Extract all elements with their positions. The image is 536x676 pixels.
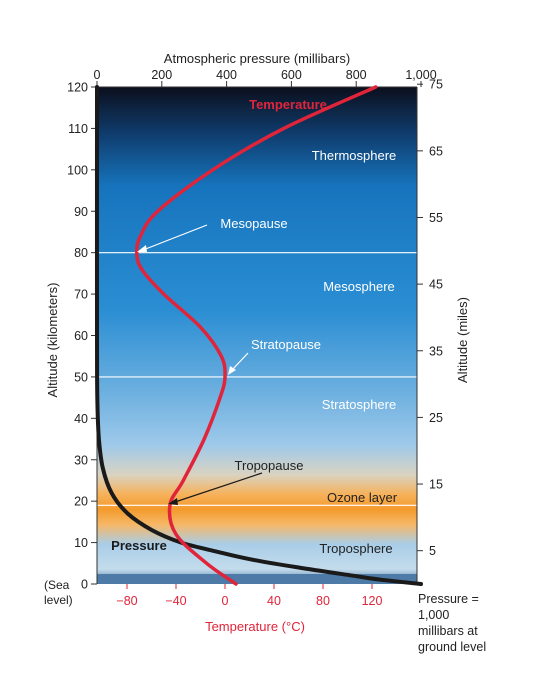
top-axis-tick-label: 0 — [94, 68, 101, 82]
top-axis-tick-label: 800 — [346, 68, 367, 82]
right-axis-tick-label: 15 — [429, 478, 443, 492]
mesosphere-label: Mesosphere — [323, 279, 395, 294]
bottom-axis-tick-label: −80 — [116, 594, 137, 608]
pressure-note-line2: 1,000 — [418, 608, 449, 622]
top-axis-tick-label: 400 — [216, 68, 237, 82]
left-axis-tick-label: 50 — [74, 370, 88, 384]
tropopause-label: Tropopause — [235, 458, 304, 473]
tropopause-arrow — [168, 472, 263, 505]
left-axis-tick-label: 80 — [74, 246, 88, 260]
left-axis-tick-label: 110 — [68, 122, 88, 136]
bottom-axis-tick-label: 40 — [267, 594, 281, 608]
sea-level-label-1: (Sea — [44, 578, 70, 592]
ozone-layer-label: Ozone layer — [327, 490, 398, 505]
bottom-axis-title: Temperature (°C) — [205, 619, 305, 634]
stratosphere-label: Stratosphere — [322, 397, 396, 412]
sea-level-label-2: level) — [44, 593, 73, 607]
pressure-note-line1: Pressure = — [418, 592, 479, 606]
left-axis-tick-label: 0 — [81, 578, 88, 592]
thermosphere-label: Thermosphere — [312, 148, 397, 163]
right-axis-tick-label: 55 — [429, 211, 443, 225]
left-axis-tick-label: 120 — [67, 81, 88, 95]
mesopause-arrow — [137, 224, 208, 252]
right-axis-tick-label: 25 — [429, 411, 443, 425]
top-axis-tick-label: 200 — [151, 68, 172, 82]
bottom-axis-tick-label: 120 — [362, 594, 383, 608]
right-axis-tick-label: 45 — [429, 278, 443, 292]
pressure-note-line3: millibars at — [418, 624, 478, 638]
left-axis-tick-label: 20 — [74, 495, 88, 509]
left-axis-tick-label: 90 — [74, 205, 88, 219]
left-axis-tick-label: 100 — [67, 163, 88, 177]
atmosphere-background — [97, 87, 417, 584]
bottom-axis-tick-label: −40 — [165, 594, 186, 608]
pressure-note-line4: ground level — [418, 640, 486, 654]
right-axis-tick-label: 35 — [429, 344, 443, 358]
bottom-axis-tick-label: 0 — [222, 594, 229, 608]
left-axis-tick-label: 10 — [74, 536, 88, 550]
top-axis-title: Atmospheric pressure (millibars) — [164, 51, 350, 66]
pressure-curve — [94, 85, 423, 586]
left-axis-title: Altitude (kilometers) — [45, 283, 60, 398]
left-axis-tick-label: 70 — [74, 288, 88, 302]
stratopause-label: Stratopause — [251, 337, 321, 352]
stratopause-arrow — [228, 352, 249, 375]
troposphere-label: Troposphere — [319, 541, 392, 556]
top-axis-tick-label: 600 — [281, 68, 302, 82]
right-axis-title: Altitude (miles) — [455, 297, 470, 383]
ground-strip — [97, 574, 417, 584]
left-axis-tick-label: 60 — [74, 329, 88, 343]
bottom-axis-tick-label: 80 — [316, 594, 330, 608]
mesopause-label: Mesopause — [220, 216, 287, 231]
left-axis-tick-label: 40 — [74, 412, 88, 426]
right-axis-tick-label: 5 — [429, 544, 436, 558]
temperature-label: Temperature — [249, 97, 327, 112]
left-axis-tick-label: 30 — [74, 453, 88, 467]
right-axis-tick-label: 75 — [429, 78, 443, 92]
right-axis-tick-label: 65 — [429, 144, 443, 158]
pressure-label: Pressure — [111, 538, 167, 553]
temperature-curve — [135, 85, 378, 586]
top-axis-tick-label: 1,000 — [405, 68, 436, 82]
